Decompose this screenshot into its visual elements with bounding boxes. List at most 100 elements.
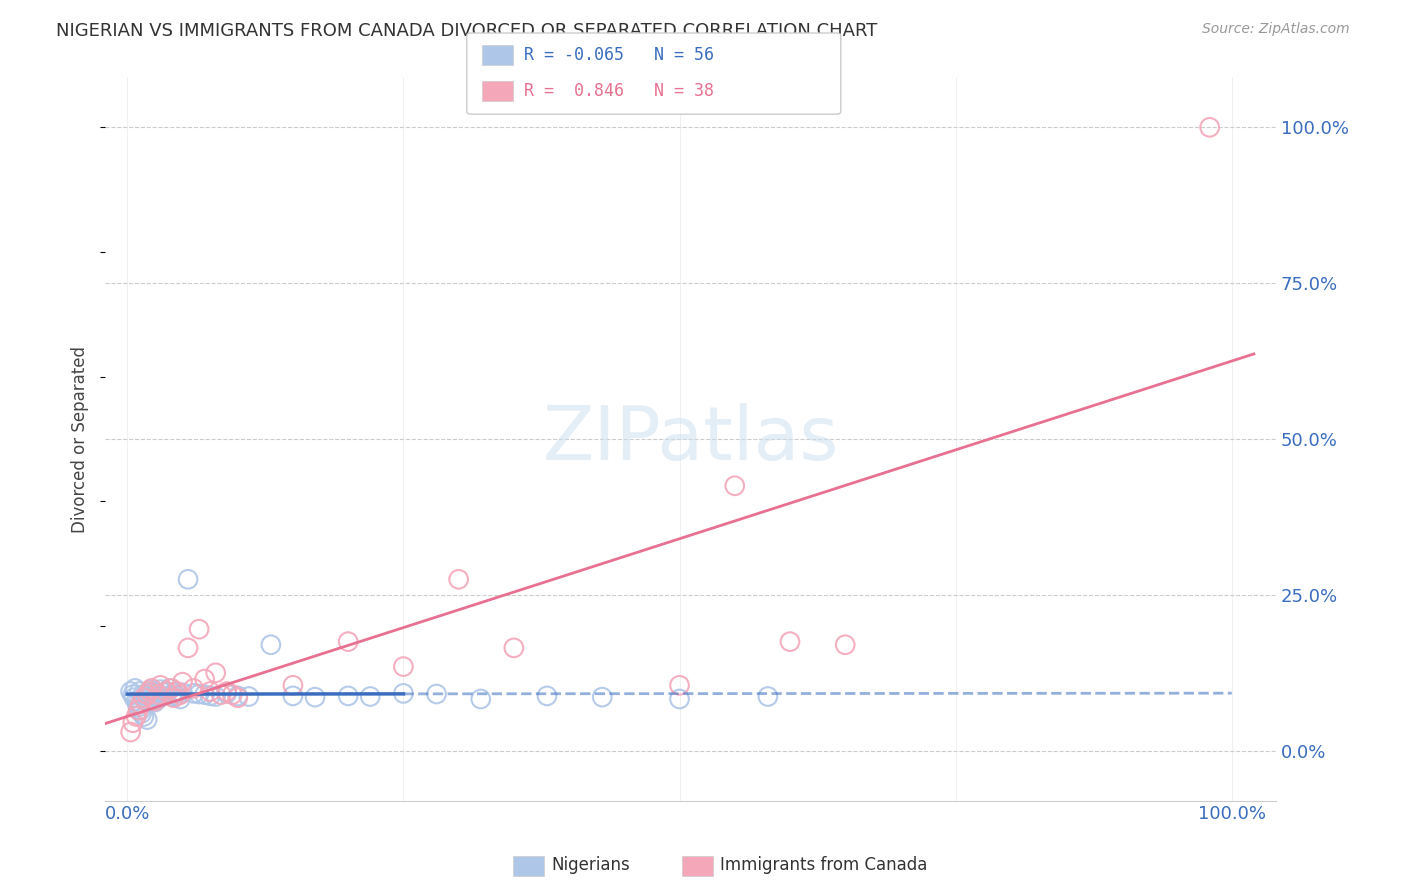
Point [226,690,249,705]
Point [172,686,194,700]
Point [160,681,183,696]
Point [157,681,180,696]
Point [502,640,524,655]
Point [138,695,160,709]
Point [215,684,238,698]
Point [724,479,747,493]
Point [160,689,183,703]
Point [127,700,149,714]
Text: R =  0.846   N = 38: R = 0.846 N = 38 [524,82,714,100]
Point [183,681,205,696]
Point [221,688,243,702]
Point [756,690,779,704]
Text: Source: ZipAtlas.com: Source: ZipAtlas.com [1202,22,1350,37]
Text: NIGERIAN VS IMMIGRANTS FROM CANADA DIVORCED OR SEPARATED CORRELATION CHART: NIGERIAN VS IMMIGRANTS FROM CANADA DIVOR… [56,22,877,40]
Point [141,681,163,696]
Point [177,572,200,586]
Point [148,692,170,706]
Point [132,690,155,705]
Point [131,706,153,721]
Text: Immigrants from Canada: Immigrants from Canada [720,856,927,874]
Point [392,686,415,700]
Point [260,638,283,652]
Point [132,709,155,723]
Point [668,678,690,692]
Point [1198,120,1220,135]
Point [163,690,186,705]
Point [169,692,191,706]
Point [129,697,152,711]
Point [136,686,159,700]
Point [142,692,165,706]
Point [447,572,470,586]
Point [120,725,142,739]
Point [149,682,172,697]
Point [392,659,415,673]
Point [198,684,221,698]
Point [139,682,162,697]
Point [425,687,447,701]
Point [226,689,249,703]
Point [136,713,159,727]
Point [337,689,360,703]
Point [125,694,148,708]
Text: R = -0.065   N = 56: R = -0.065 N = 56 [524,46,714,64]
Point [198,689,221,703]
Point [122,690,145,705]
Point [138,684,160,698]
Point [155,684,177,698]
Point [136,688,159,702]
Point [127,703,149,717]
Point [125,709,148,723]
Point [124,681,146,696]
Point [238,690,260,704]
Point [204,665,226,680]
Point [281,689,304,703]
Y-axis label: Divorced or Separated: Divorced or Separated [72,345,89,533]
Point [141,686,163,700]
Point [121,715,143,730]
Point [172,675,194,690]
Point [120,684,142,698]
Point [536,689,558,703]
Point [470,692,492,706]
Point [132,688,155,702]
Point [834,638,856,652]
Text: ZIPatlas: ZIPatlas [543,402,839,475]
Point [143,695,166,709]
Point [209,688,232,702]
Point [127,697,149,711]
Point [359,690,381,704]
Point [156,684,179,698]
Point [304,690,326,705]
Point [163,686,186,700]
Point [166,689,188,703]
Point [215,686,238,700]
Point [337,634,360,648]
Point [204,690,226,704]
Point [668,692,690,706]
Point [153,686,176,700]
Point [128,684,150,698]
Point [149,678,172,692]
Point [129,703,152,717]
Point [591,690,613,705]
Point [169,688,191,702]
Point [188,622,211,636]
Point [152,689,174,703]
Point [177,640,200,655]
Point [194,672,217,686]
Point [183,686,205,700]
Point [134,690,156,705]
Point [281,678,304,692]
Point [188,687,211,701]
Text: Nigerians: Nigerians [551,856,630,874]
Point [148,688,170,702]
Point [121,688,143,702]
Point [779,634,801,648]
Point [146,689,169,703]
Point [142,689,165,703]
Point [166,684,188,698]
Point [143,694,166,708]
Point [135,689,157,703]
